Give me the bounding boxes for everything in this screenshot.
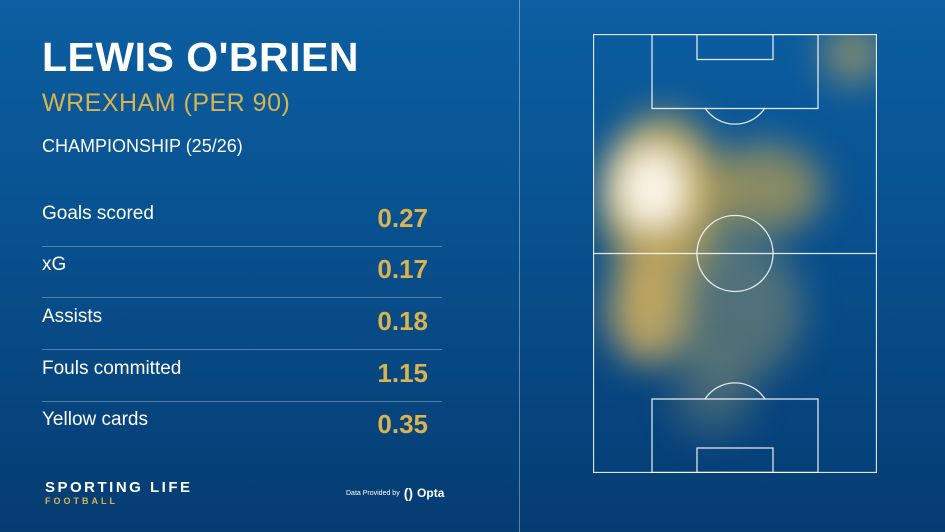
provider-name: Opta	[417, 486, 445, 500]
stat-label: Goals scored	[42, 203, 154, 224]
stat-value: 0.35	[377, 409, 428, 439]
opta-logo-icon: ()	[403, 485, 414, 501]
stat-value: 0.27	[377, 203, 428, 233]
stat-value: 0.17	[377, 254, 428, 284]
data-provided-text: Data Provided by	[346, 489, 400, 497]
data-credit: Data Provided by () Opta	[346, 485, 444, 501]
stat-label: Fouls committed	[42, 358, 182, 379]
brand-sub-text: FOOTBALL	[45, 496, 118, 506]
stat-row: xG 0.17	[42, 246, 442, 298]
team-label: WREXHAM (PER 90)	[42, 89, 291, 117]
competition-label: CHAMPIONSHIP (25/26)	[42, 136, 243, 156]
divider	[519, 0, 520, 532]
stat-label: xG	[42, 254, 67, 275]
stat-row: Yellow cards 0.35	[42, 401, 442, 452]
stat-row: Assists 0.18	[42, 298, 442, 350]
stat-label: Assists	[42, 306, 103, 327]
heatmap	[593, 34, 877, 473]
stat-row: Fouls committed 1.15	[42, 350, 442, 402]
stat-value: 0.18	[377, 306, 428, 336]
stat-row: Goals scored 0.27	[42, 195, 442, 247]
sporting-life-logo: SPORTING LIFE FOOTBALL	[45, 479, 193, 506]
pitch-lines	[593, 34, 877, 473]
player-name: LEWIS O'BRIEN	[42, 34, 359, 80]
stat-value: 1.15	[377, 358, 428, 388]
brand-text: SPORTING LIFE	[45, 479, 193, 496]
stat-label: Yellow cards	[42, 409, 148, 430]
